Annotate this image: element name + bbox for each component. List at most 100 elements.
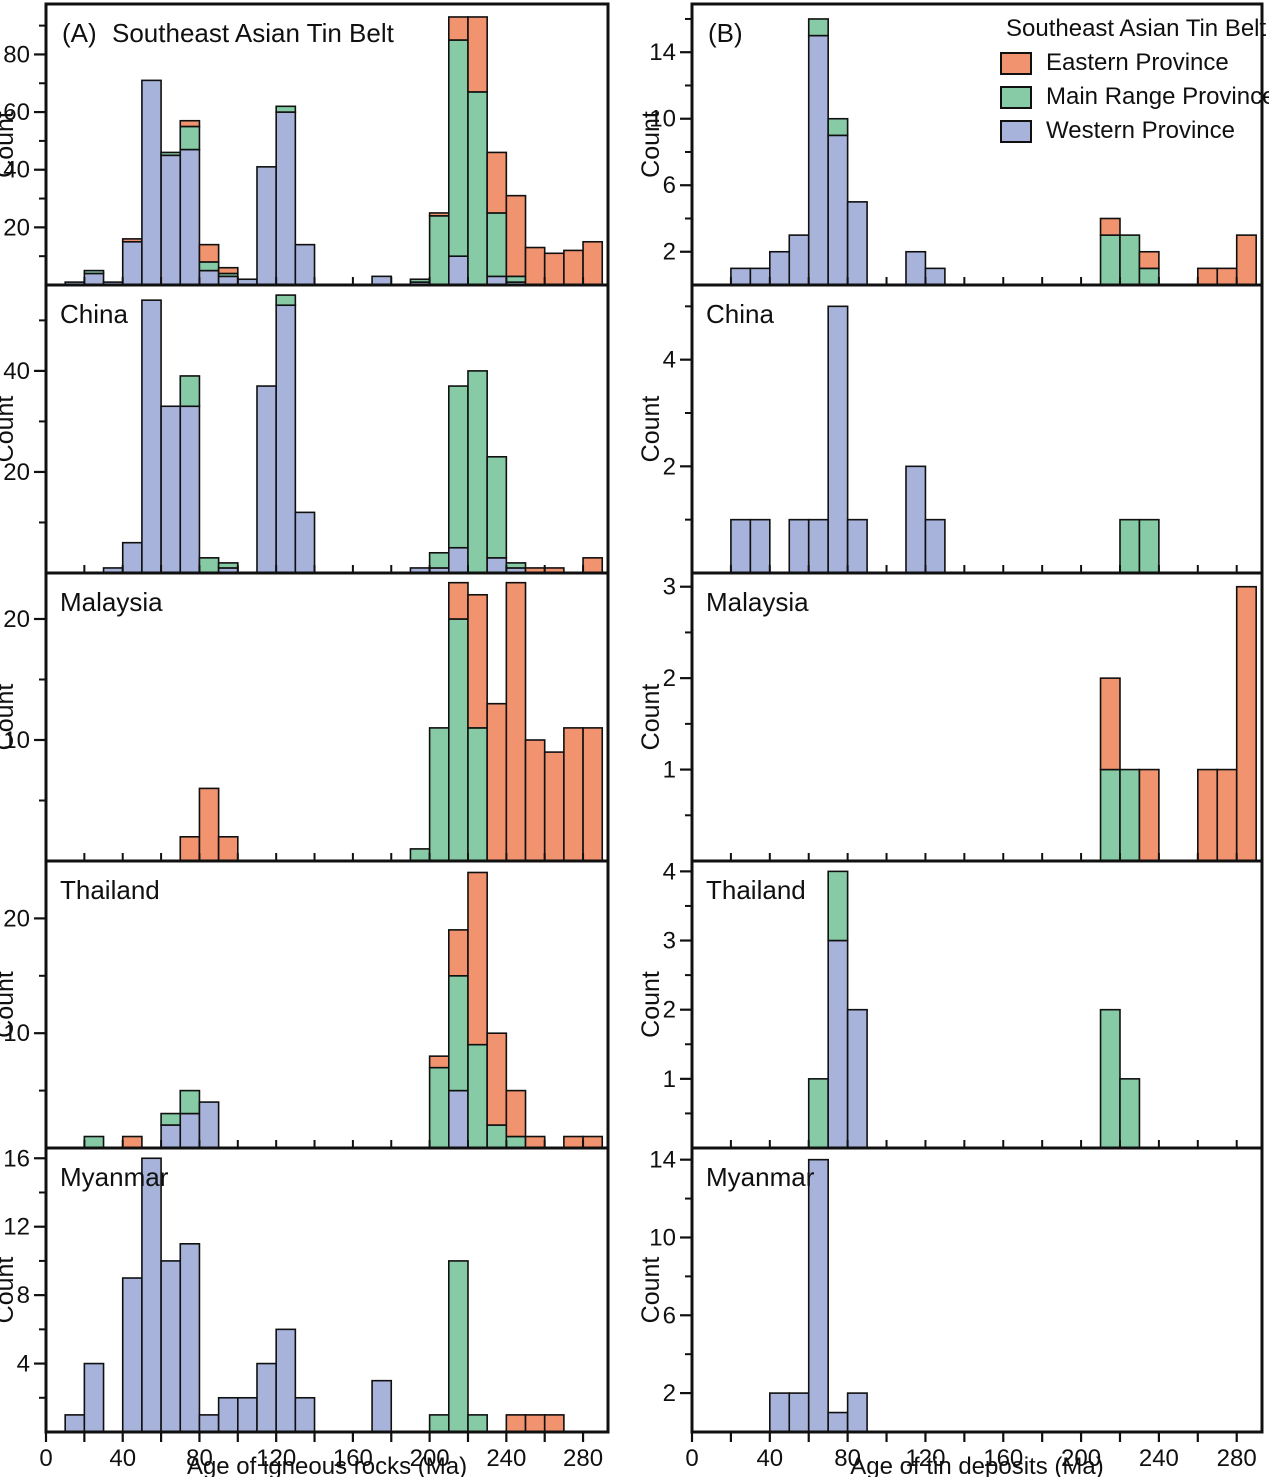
histogram-bar xyxy=(447,39,469,257)
histogram-bar xyxy=(179,1112,201,1149)
histogram-bar xyxy=(749,267,771,286)
histogram-bar xyxy=(563,727,584,862)
y-tick-label: 2 xyxy=(663,239,676,266)
y-tick-label: 10 xyxy=(3,727,30,754)
panel-title: Malaysia xyxy=(60,587,163,617)
histogram-bar xyxy=(924,267,946,286)
histogram-bar xyxy=(505,194,527,278)
histogram-bar xyxy=(447,1089,469,1149)
x-axis-title-left: Age of igneous rocks (Ma) xyxy=(186,1453,468,1477)
histogram-bar xyxy=(198,243,220,263)
histogram-bar xyxy=(467,871,488,1046)
y-tick-label: 4 xyxy=(663,347,676,374)
panel-border xyxy=(690,283,1264,575)
histogram-bar xyxy=(1099,234,1121,286)
y-axis-A1: 20 40 60 80 xyxy=(3,24,46,258)
y-axis-title: Count xyxy=(637,971,665,1038)
histogram-bar xyxy=(467,16,488,93)
legend-label: Western Province xyxy=(1046,117,1235,144)
histogram-bar xyxy=(121,238,143,243)
y-axis-B5: 2 6 10 14 xyxy=(649,1147,692,1407)
histogram-bar xyxy=(447,1260,469,1433)
y-tick-label: 20 xyxy=(3,459,30,486)
y-axis-title: Count xyxy=(637,1257,665,1324)
bars-A4 xyxy=(83,871,604,1149)
x-tick-label: 160 xyxy=(333,1445,373,1472)
x-tick-label: 200 xyxy=(410,1445,450,1472)
histogram-bar xyxy=(447,974,469,1092)
histogram-bar xyxy=(198,557,220,574)
histogram-bar xyxy=(447,618,469,862)
histogram-bar xyxy=(428,727,450,862)
histogram-bar xyxy=(827,939,849,1149)
histogram-bar xyxy=(1138,768,1160,862)
x-tick-label: 0 xyxy=(39,1445,52,1472)
histogram-bar xyxy=(83,269,105,275)
y-axis-title: Count xyxy=(0,971,19,1038)
histogram-bar xyxy=(1099,217,1121,236)
histogram-bar xyxy=(371,1379,393,1433)
histogram-bar xyxy=(447,581,469,620)
histogram-bar xyxy=(749,518,771,574)
histogram-bar xyxy=(275,111,297,286)
x-tick-label: 40 xyxy=(109,1445,136,1472)
histogram-bar xyxy=(409,278,431,283)
y-axis-B4: 1 2 3 4 xyxy=(663,858,692,1115)
y-axis-B1: 2 6 10 14 xyxy=(649,17,692,266)
histogram-bar xyxy=(428,1066,450,1149)
histogram-bar xyxy=(505,275,527,283)
histogram-bar xyxy=(179,148,201,286)
y-tick-label: 4 xyxy=(17,1351,30,1378)
legend-label: Eastern Province xyxy=(1046,49,1229,76)
panel-title: China xyxy=(60,299,128,329)
histogram-bar xyxy=(428,551,450,569)
y-axis-title: Count xyxy=(0,684,19,751)
histogram-bar xyxy=(217,562,239,569)
histogram-bar xyxy=(1099,1008,1121,1149)
histogram-bar xyxy=(179,119,201,128)
histogram-bar xyxy=(467,727,488,862)
histogram-bar xyxy=(769,1392,791,1433)
histogram-bar xyxy=(428,212,450,217)
histogram-bar xyxy=(160,1124,182,1149)
x-tick-label: 120 xyxy=(256,1445,296,1472)
panel-title: China xyxy=(706,299,774,329)
histogram-bar xyxy=(275,105,297,113)
histogram-bar xyxy=(1119,1078,1141,1149)
histogram-bar xyxy=(846,1392,868,1433)
histogram-bar xyxy=(505,1089,527,1138)
y-tick-label: 2 xyxy=(663,997,676,1024)
histogram-bar xyxy=(905,250,927,286)
legend-label: Main Range Province xyxy=(1046,83,1269,110)
histogram-bar xyxy=(447,255,469,286)
histogram-bar xyxy=(447,546,469,574)
histogram-bar xyxy=(769,250,791,286)
y-tick-label: 20 xyxy=(3,905,30,932)
histogram-bar xyxy=(924,518,946,574)
histogram-bar xyxy=(846,201,868,286)
panel-title: Thailand xyxy=(60,875,160,905)
x-tick-label: 0 xyxy=(685,1445,698,1472)
panel-A1: 20 40 60 80 (A) Southeast Asian Tin Belt Count xyxy=(0,2,610,287)
histogram-bar xyxy=(543,751,565,862)
legend-item-main-range: Main Range Province xyxy=(1000,83,1269,111)
histogram-bar xyxy=(428,1414,450,1433)
histogram-bar xyxy=(505,562,527,569)
histogram-bar xyxy=(524,1135,546,1149)
histogram-bar xyxy=(447,16,469,41)
histogram-bar xyxy=(807,518,829,574)
bars-B4 xyxy=(807,870,1141,1149)
histogram-bar xyxy=(846,518,868,574)
y-tick-label: 4 xyxy=(663,858,676,885)
legend: Southeast Asian Tin Belt Eastern Provinc… xyxy=(1000,15,1269,151)
histogram-bar xyxy=(217,266,239,275)
x-tick-label: 120 xyxy=(905,1445,945,1472)
bars-A3 xyxy=(179,581,604,862)
histogram-bar xyxy=(1138,518,1160,574)
x-axis-title-right: Age of tin deposits (Ma) xyxy=(850,1453,1104,1477)
histogram-bar xyxy=(64,1414,86,1433)
histogram-bar xyxy=(1197,267,1219,286)
